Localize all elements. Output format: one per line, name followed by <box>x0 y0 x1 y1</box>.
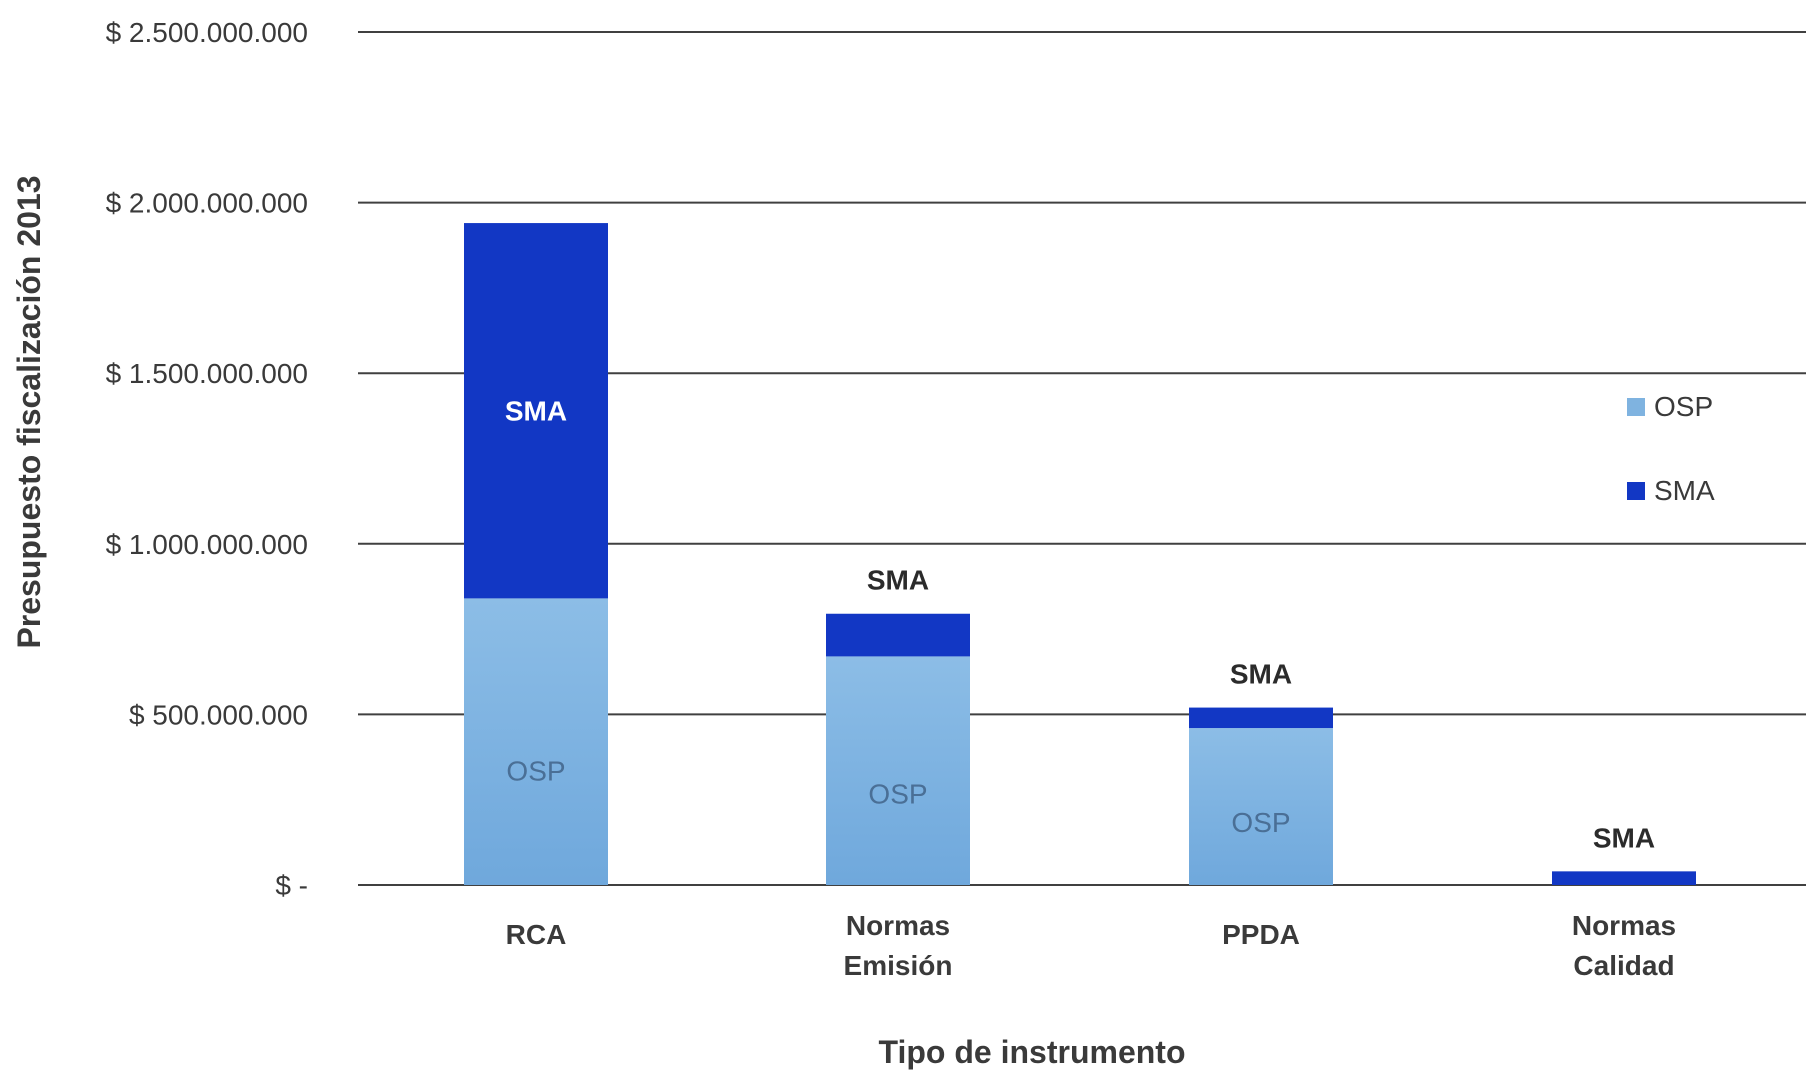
x-tick-label: RCA <box>506 919 567 950</box>
y-tick-label: $ 500.000.000 <box>129 699 308 730</box>
segment-label-osp: OSP <box>868 779 927 810</box>
legend-swatch-sma <box>1627 482 1645 500</box>
bar-osp <box>1189 728 1333 885</box>
x-tick-label: Normas Emisión <box>844 910 953 981</box>
x-axis-title: Tipo de instrumento <box>879 1034 1186 1070</box>
legend-label-sma: SMA <box>1654 475 1715 506</box>
segment-label-sma: SMA <box>867 565 929 596</box>
bar-sma <box>464 223 608 599</box>
x-axis-ticks: RCA Normas Emisión PPDA Normas Calidad <box>506 910 1676 981</box>
bars <box>464 223 1696 885</box>
y-tick-label: $ 1.000.000.000 <box>106 529 308 560</box>
bar-sma <box>826 613 970 657</box>
segment-label-osp: OSP <box>506 755 565 786</box>
legend-swatch-osp <box>1627 398 1645 416</box>
segment-label-sma: SMA <box>1593 822 1655 853</box>
bar-osp <box>826 656 970 885</box>
y-tick-label: $ 2.500.000.000 <box>106 17 308 48</box>
segment-labels: OSP SMA OSP SMA OSP SMA SMA <box>505 396 1655 854</box>
segment-label-sma: SMA <box>505 396 567 427</box>
legend-label-osp: OSP <box>1654 391 1713 422</box>
bar-sma <box>1552 871 1696 885</box>
y-tick-label: $ 1.500.000.000 <box>106 358 308 389</box>
x-tick-label: Normas Calidad <box>1572 910 1676 981</box>
y-axis-ticks: $ - $ 500.000.000 $ 1.000.000.000 $ 1.500.0… <box>106 17 308 901</box>
bar-osp <box>464 598 608 885</box>
y-axis-title: Presupuesto fiscalización 2013 <box>11 175 47 648</box>
bar-sma <box>1189 707 1333 729</box>
legend: OSP SMA <box>1627 391 1715 506</box>
x-tick-label: PPDA <box>1222 919 1300 950</box>
segment-label-osp: OSP <box>1231 807 1290 838</box>
y-tick-label: $ 2.000.000.000 <box>106 188 308 219</box>
segment-label-sma: SMA <box>1230 659 1292 690</box>
y-tick-label: $ - <box>275 870 308 901</box>
